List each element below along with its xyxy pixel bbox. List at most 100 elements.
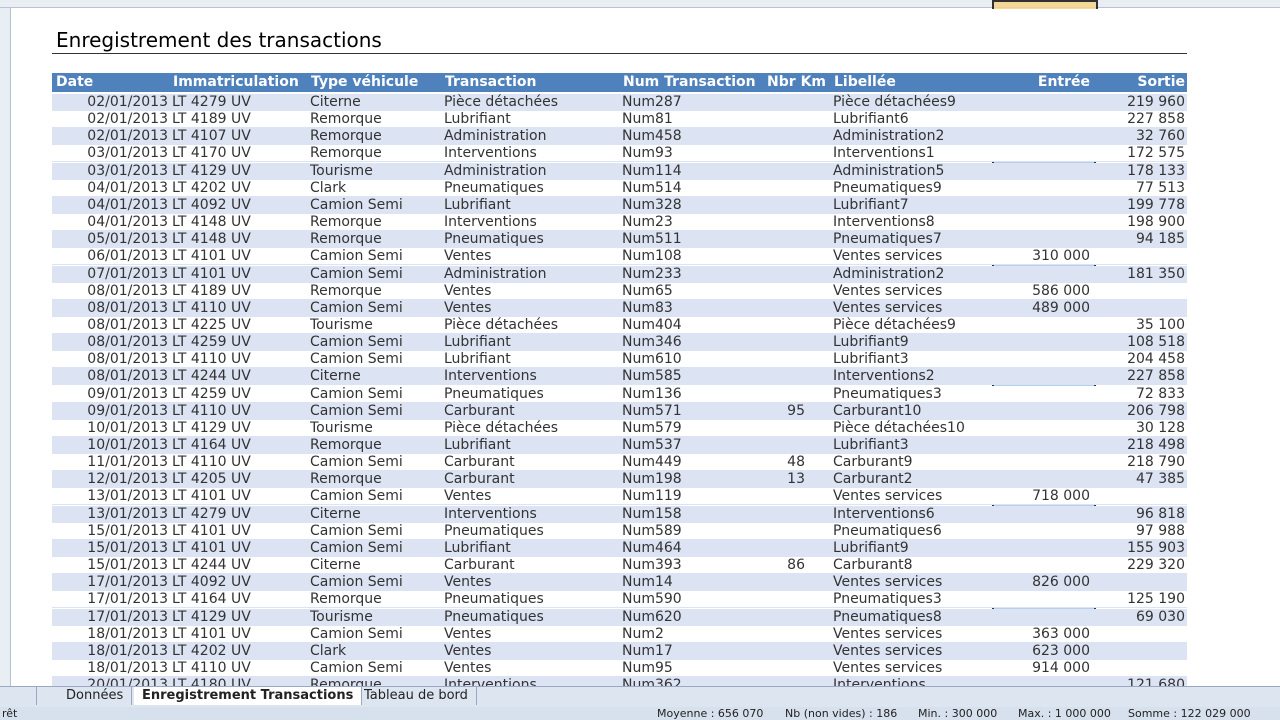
- cell[interactable]: Administration2: [833, 265, 945, 282]
- cell[interactable]: Pneumatiques6: [833, 522, 942, 539]
- cell[interactable]: 11/01/2013: [87, 454, 168, 471]
- cell[interactable]: Num579: [622, 419, 682, 436]
- cell[interactable]: 13/01/2013: [87, 488, 168, 505]
- cell[interactable]: Carburant: [444, 557, 515, 574]
- cell[interactable]: Remorque: [310, 437, 382, 453]
- cell[interactable]: Num23: [622, 214, 673, 231]
- cell[interactable]: Ventes services: [833, 299, 943, 316]
- cell[interactable]: Administration: [444, 128, 547, 145]
- cell[interactable]: Ventes: [444, 574, 492, 591]
- cell[interactable]: LT 4259 UV: [172, 385, 251, 402]
- cell[interactable]: Pneumatiques: [444, 522, 544, 539]
- cell[interactable]: 09/01/2013: [87, 402, 168, 419]
- cell[interactable]: Lubrifiant: [444, 351, 511, 368]
- cell[interactable]: Camion Semi: [310, 659, 403, 676]
- cell[interactable]: 20/01/2013: [87, 677, 168, 686]
- cell[interactable]: 08/01/2013: [87, 368, 168, 385]
- cell[interactable]: 17/01/2013: [87, 591, 168, 608]
- cell[interactable]: Num136: [622, 385, 682, 402]
- cell[interactable]: LT 4129 UV: [172, 419, 251, 436]
- cell[interactable]: 310 000: [1032, 248, 1090, 265]
- cell[interactable]: Lubrifiant: [444, 196, 511, 213]
- cell[interactable]: Camion Semi: [310, 522, 403, 539]
- cell[interactable]: Num589: [622, 522, 682, 539]
- cell[interactable]: LT 4129 UV: [172, 608, 251, 625]
- cell[interactable]: Num620: [622, 608, 682, 625]
- cell[interactable]: 09/01/2013: [87, 385, 168, 402]
- cell[interactable]: 623 000: [1032, 642, 1090, 659]
- cell[interactable]: LT 4101 UV: [172, 625, 251, 642]
- cell[interactable]: 204 458: [1127, 351, 1185, 368]
- cell[interactable]: LT 4107 UV: [172, 128, 251, 145]
- cell[interactable]: 219 960: [1127, 94, 1185, 110]
- cell[interactable]: Interventions8: [833, 214, 935, 231]
- cell[interactable]: Camion Semi: [310, 574, 403, 591]
- cell[interactable]: 121 680: [1127, 677, 1185, 686]
- cell[interactable]: 181 350: [1127, 265, 1185, 282]
- cell[interactable]: 94 185: [1136, 231, 1185, 248]
- cell[interactable]: Remorque: [310, 214, 382, 231]
- cell[interactable]: LT 4110 UV: [172, 402, 251, 419]
- cell[interactable]: Num328: [622, 196, 682, 213]
- cell[interactable]: Num93: [622, 145, 673, 162]
- cell[interactable]: Citerne: [310, 557, 361, 574]
- cell[interactable]: Num511: [622, 231, 682, 248]
- cell[interactable]: Num537: [622, 437, 682, 453]
- cell[interactable]: Num95: [622, 659, 673, 676]
- cell[interactable]: Num610: [622, 351, 682, 368]
- cell[interactable]: Pneumatiques7: [833, 231, 942, 248]
- cell[interactable]: 17/01/2013: [87, 608, 168, 625]
- cell[interactable]: Ventes services: [833, 659, 943, 676]
- cell[interactable]: 95: [787, 402, 805, 419]
- cell[interactable]: Num158: [622, 505, 682, 522]
- cell[interactable]: Ventes: [444, 282, 492, 299]
- cell[interactable]: Tourisme: [310, 608, 373, 625]
- cell[interactable]: Remorque: [310, 231, 382, 248]
- cell[interactable]: LT 4279 UV: [172, 505, 251, 522]
- cell[interactable]: Citerne: [310, 505, 361, 522]
- cell[interactable]: Lubrifiant7: [833, 196, 909, 213]
- cell[interactable]: Administration2: [833, 128, 945, 145]
- cell[interactable]: Num464: [622, 539, 682, 556]
- cell[interactable]: Ventes: [444, 488, 492, 505]
- cell[interactable]: 08/01/2013: [87, 299, 168, 316]
- cell[interactable]: LT 4148 UV: [172, 214, 251, 231]
- cell[interactable]: LT 4189 UV: [172, 282, 251, 299]
- cell[interactable]: LT 4279 UV: [172, 94, 251, 110]
- cell[interactable]: Administration5: [833, 162, 945, 179]
- cell[interactable]: Lubrifiant: [444, 539, 511, 556]
- cell[interactable]: 47 385: [1136, 471, 1185, 488]
- cell[interactable]: Remorque: [310, 282, 382, 299]
- cell[interactable]: LT 4202 UV: [172, 642, 251, 659]
- cell[interactable]: LT 4101 UV: [172, 539, 251, 556]
- cell[interactable]: Carburant: [444, 471, 515, 488]
- cell[interactable]: Remorque: [310, 591, 382, 608]
- cell[interactable]: Lubrifiant: [444, 111, 511, 128]
- cell[interactable]: Interventions: [833, 677, 926, 686]
- cell[interactable]: Lubrifiant6: [833, 111, 909, 128]
- cell[interactable]: 15/01/2013: [87, 522, 168, 539]
- cell[interactable]: LT 4244 UV: [172, 557, 251, 574]
- cell[interactable]: Num362: [622, 677, 682, 686]
- cell[interactable]: Carburant: [444, 454, 515, 471]
- cell[interactable]: Carburant: [444, 402, 515, 419]
- cell[interactable]: Ventes: [444, 248, 492, 265]
- cell[interactable]: 125 190: [1127, 591, 1185, 608]
- cell[interactable]: Carburant2: [833, 471, 913, 488]
- cell[interactable]: Citerne: [310, 368, 361, 385]
- cell[interactable]: 12/01/2013: [87, 471, 168, 488]
- cell[interactable]: Pneumatiques: [444, 591, 544, 608]
- cell[interactable]: LT 4205 UV: [172, 471, 251, 488]
- cell[interactable]: 48: [787, 454, 805, 471]
- cell[interactable]: Interventions: [444, 214, 537, 231]
- cell[interactable]: Camion Semi: [310, 265, 403, 282]
- cell[interactable]: Num590: [622, 591, 682, 608]
- cell[interactable]: 108 518: [1127, 334, 1185, 351]
- cell[interactable]: LT 4101 UV: [172, 265, 251, 282]
- cell[interactable]: 155 903: [1127, 539, 1185, 556]
- cell[interactable]: 178 133: [1127, 162, 1185, 179]
- cell[interactable]: Num458: [622, 128, 682, 145]
- cell[interactable]: LT 4129 UV: [172, 162, 251, 179]
- cell[interactable]: Interventions1: [833, 145, 935, 162]
- cell[interactable]: LT 4110 UV: [172, 659, 251, 676]
